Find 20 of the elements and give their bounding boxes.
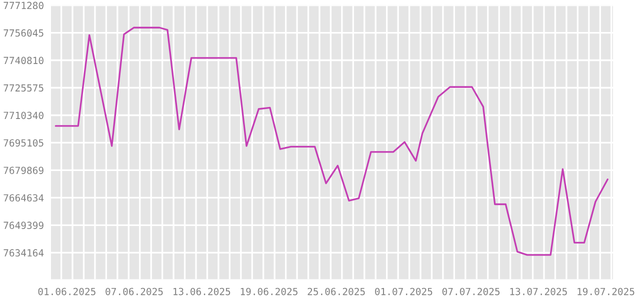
y-tick-label: 7664634 (4, 194, 44, 202)
y-tick-label: 7725575 (4, 84, 44, 92)
y-tick-label: 7710340 (4, 112, 44, 120)
y-tick-label: 7756045 (4, 29, 44, 37)
x-tick-label: 13.07.2025 (510, 288, 567, 296)
x-tick-label: 19.06.2025 (240, 288, 298, 296)
x-tick-label: 13.06.2025 (174, 288, 230, 296)
y-tick-label: 7679869 (4, 166, 44, 174)
x-tick-label: 01.06.2025 (38, 288, 96, 296)
x-tick-label: 25.06.2025 (308, 288, 365, 296)
y-tick-label: 7771280 (4, 2, 44, 10)
x-tick-label: 07.07.2025 (442, 288, 500, 296)
x-tick-label: 19.07.2025 (578, 288, 634, 296)
line-series (54, 26, 608, 256)
x-tick-label: 07.06.2025 (106, 288, 163, 296)
x-tick-label: 01.07.2025 (375, 288, 432, 296)
y-tick-label: 7740810 (4, 56, 44, 64)
y-tick-label: 7695105 (4, 139, 44, 147)
y-tick-label: 7649399 (4, 222, 44, 230)
y-tick-label: 7634164 (4, 249, 44, 257)
